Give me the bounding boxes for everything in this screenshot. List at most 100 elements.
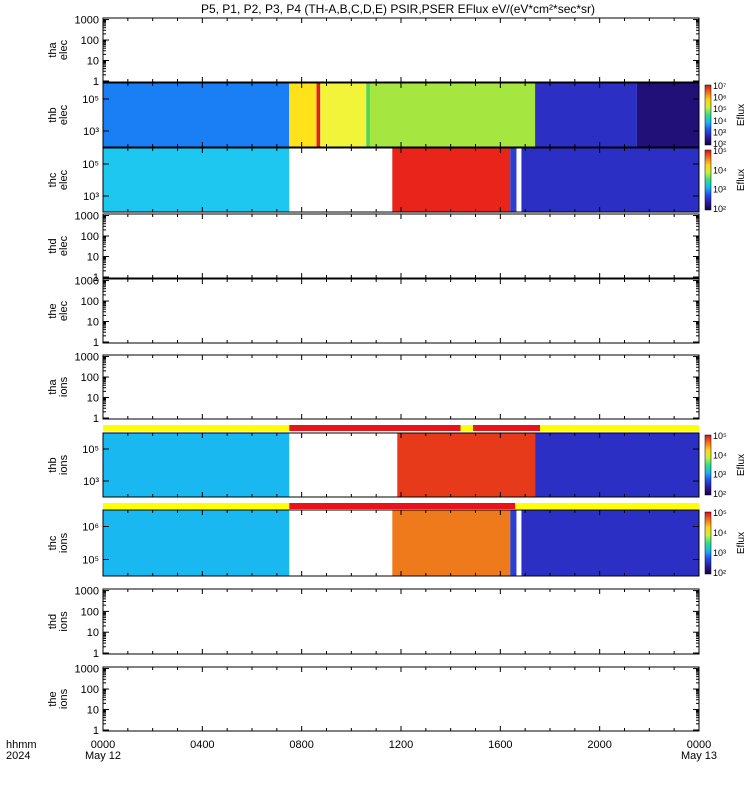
spectrogram-segment-thb-elec-2 [316,83,321,147]
panel-the-ions: 1 10 100 1000 the ions [47,664,700,737]
y-tick-label-thd-ions-0: 1 [93,648,99,660]
spectrogram-segment-thb-elec-4 [366,83,370,147]
panel-tha-elec: 1 10 100 1000 tha elec [47,15,700,88]
y-tick-label-thd-elec-0: 1 [93,272,99,284]
colorbar-label-thc-elec: Eflux [736,169,747,191]
y-tick-label-thd-elec-1: 10 [87,252,99,264]
panel-label-thb-ions-0: thb [47,457,59,472]
panel-label-tha-elec-0: tha [47,41,59,57]
colorbar-thb-ions [704,434,712,496]
spectrogram-segment-thb-ions-0 [103,433,290,497]
y-tick-label-the-elec-1: 10 [87,317,99,329]
panel-thc-ions: 10⁵ 10⁶ thc ions 10² 10³ 10⁴ 10⁵ Eflux [47,503,747,578]
spectrogram-segment-thb-ions-1 [397,433,536,497]
y-tick-label-thd-elec-3: 1000 [75,211,99,223]
colorbar-tick-thb-elec-3: 10⁵ [713,104,727,114]
colorbar-tick-thc-ions-2: 10⁴ [713,528,727,538]
time-axis-row-label-1: hhmm [6,739,37,751]
date-label-0: May 12 [85,750,121,762]
spectrogram-segment-thc-elec-2 [510,148,517,212]
y-tick-label-thd-ions-2: 100 [81,606,99,618]
colorbar-thc-ions [704,511,712,575]
colorbar-tick-thc-ions-1: 10³ [713,548,726,558]
panel-label-thb-ions-1: ions [58,454,70,475]
flag-bar-thc-ions-0 [103,503,290,509]
panel-label-thc-elec-0: thc [47,172,59,187]
colorbar-thc-elec [704,149,712,211]
panel-label-thb-elec-1: elec [58,104,70,125]
y-tick-label-tha-elec-2: 100 [81,35,99,47]
colorbar-tick-thb-ions-1: 10³ [713,470,726,480]
spectrogram-segment-thb-elec-0 [103,83,290,147]
colorbar-tick-thb-elec-2: 10⁴ [713,116,727,126]
panel-label-thc-elec-1: elec [58,169,70,190]
panel-label-the-ions-0: the [47,691,59,706]
y-tick-label-the-elec-0: 1 [93,337,99,349]
spectrogram-segment-thb-elec-6 [535,83,637,147]
spectrogram-segment-thc-elec-0 [103,148,290,212]
flag-bar-thc-ions-2 [515,503,699,509]
date-label-1: May 13 [681,750,717,762]
y-tick-label-thb-ions-0: 10³ [83,476,99,488]
panel-label-the-ions-1: ions [58,688,70,709]
colorbar-label-thb-ions: Eflux [736,454,747,476]
panel-frame-thd-elec [102,213,700,279]
colorbar-tick-thb-elec-1: 10³ [713,127,726,137]
colorbar-tick-thb-elec-0: 10² [713,139,726,149]
colorbar-tick-thb-elec-4: 10⁶ [713,93,727,103]
panel-frame-the-elec [102,278,700,344]
panel-label-tha-ions-0: tha [47,378,59,394]
time-tick-label-1: 0400 [190,739,214,751]
y-tick-label-the-ions-0: 1 [93,725,99,737]
y-tick-label-the-ions-2: 100 [81,684,99,696]
colorbar-tick-thc-elec-1: 10³ [713,185,726,195]
spectrogram-segment-thc-ions-0 [103,510,290,576]
panel-label-tha-elec-1: elec [58,39,70,60]
y-tick-label-the-ions-1: 10 [87,705,99,717]
panel-frame-tha-elec [102,17,700,83]
time-tick-label-5: 2000 [587,739,611,751]
flag-bar-thb-ions-0 [103,425,290,431]
y-tick-label-thb-elec-0: 10³ [83,126,99,138]
time-tick-label-6: 0000 [687,739,711,751]
colorbar-tick-thc-elec-2: 10⁴ [713,165,727,175]
panel-frame-the-ions [102,666,700,732]
spectrogram-segment-thc-ions-1 [392,510,511,576]
colorbar-tick-thc-elec-3: 10⁵ [713,146,727,156]
panel-thb-ions: 10³ 10⁵ thb ions 10² 10³ 10⁴ 10⁵ Eflux [47,425,747,499]
y-tick-label-thc-elec-0: 10³ [83,191,99,203]
spectrogram-segment-thb-ions-2 [535,433,699,497]
flag-bar-thb-ions-4 [540,425,699,431]
spectrogram-segment-thc-elec-3 [521,148,699,212]
panel-label-the-elec-1: elec [58,300,70,321]
flag-bar-thc-ions-1 [289,503,516,509]
panel-label-thd-elec-1: elec [58,235,70,256]
y-tick-label-thc-ions-1: 10⁶ [82,522,99,534]
spectrogram-segment-thb-elec-1 [289,83,317,147]
panel-thd-elec: 1 10 100 1000 thd elec [47,211,700,284]
y-tick-label-thd-ions-1: 10 [87,627,99,639]
colorbar-thb-elec [704,84,712,146]
y-tick-label-tha-ions-3: 1000 [75,352,99,364]
y-tick-label-tha-elec-0: 1 [93,76,99,88]
panel-label-thc-ions-1: ions [58,532,70,553]
colorbar-tick-thc-ions-3: 10⁵ [713,508,727,518]
flag-bar-thb-ions-2 [460,425,474,431]
spectrogram-segment-thb-elec-7 [636,83,699,147]
colorbar-tick-thc-elec-0: 10² [713,204,726,214]
panel-label-thb-elec-0: thb [47,107,59,122]
colorbar-tick-thb-ions-3: 10⁵ [713,431,727,441]
y-tick-label-thc-elec-1: 10⁵ [82,159,99,171]
flag-bar-thb-ions-1 [289,425,461,431]
spectrogram-segment-thb-elec-3 [320,83,367,147]
y-tick-label-tha-ions-1: 10 [87,393,99,405]
panel-tha-ions: 1 10 100 1000 tha ions [47,352,700,425]
colorbar-tick-thb-elec-5: 10⁷ [713,81,726,91]
colorbar-label-thc-ions: Eflux [736,532,747,554]
panel-thd-ions: 1 10 100 1000 thd ions [47,586,700,660]
colorbar-tick-thc-ions-0: 10² [713,568,726,578]
colorbar-label-thb-elec: Eflux [736,104,747,126]
